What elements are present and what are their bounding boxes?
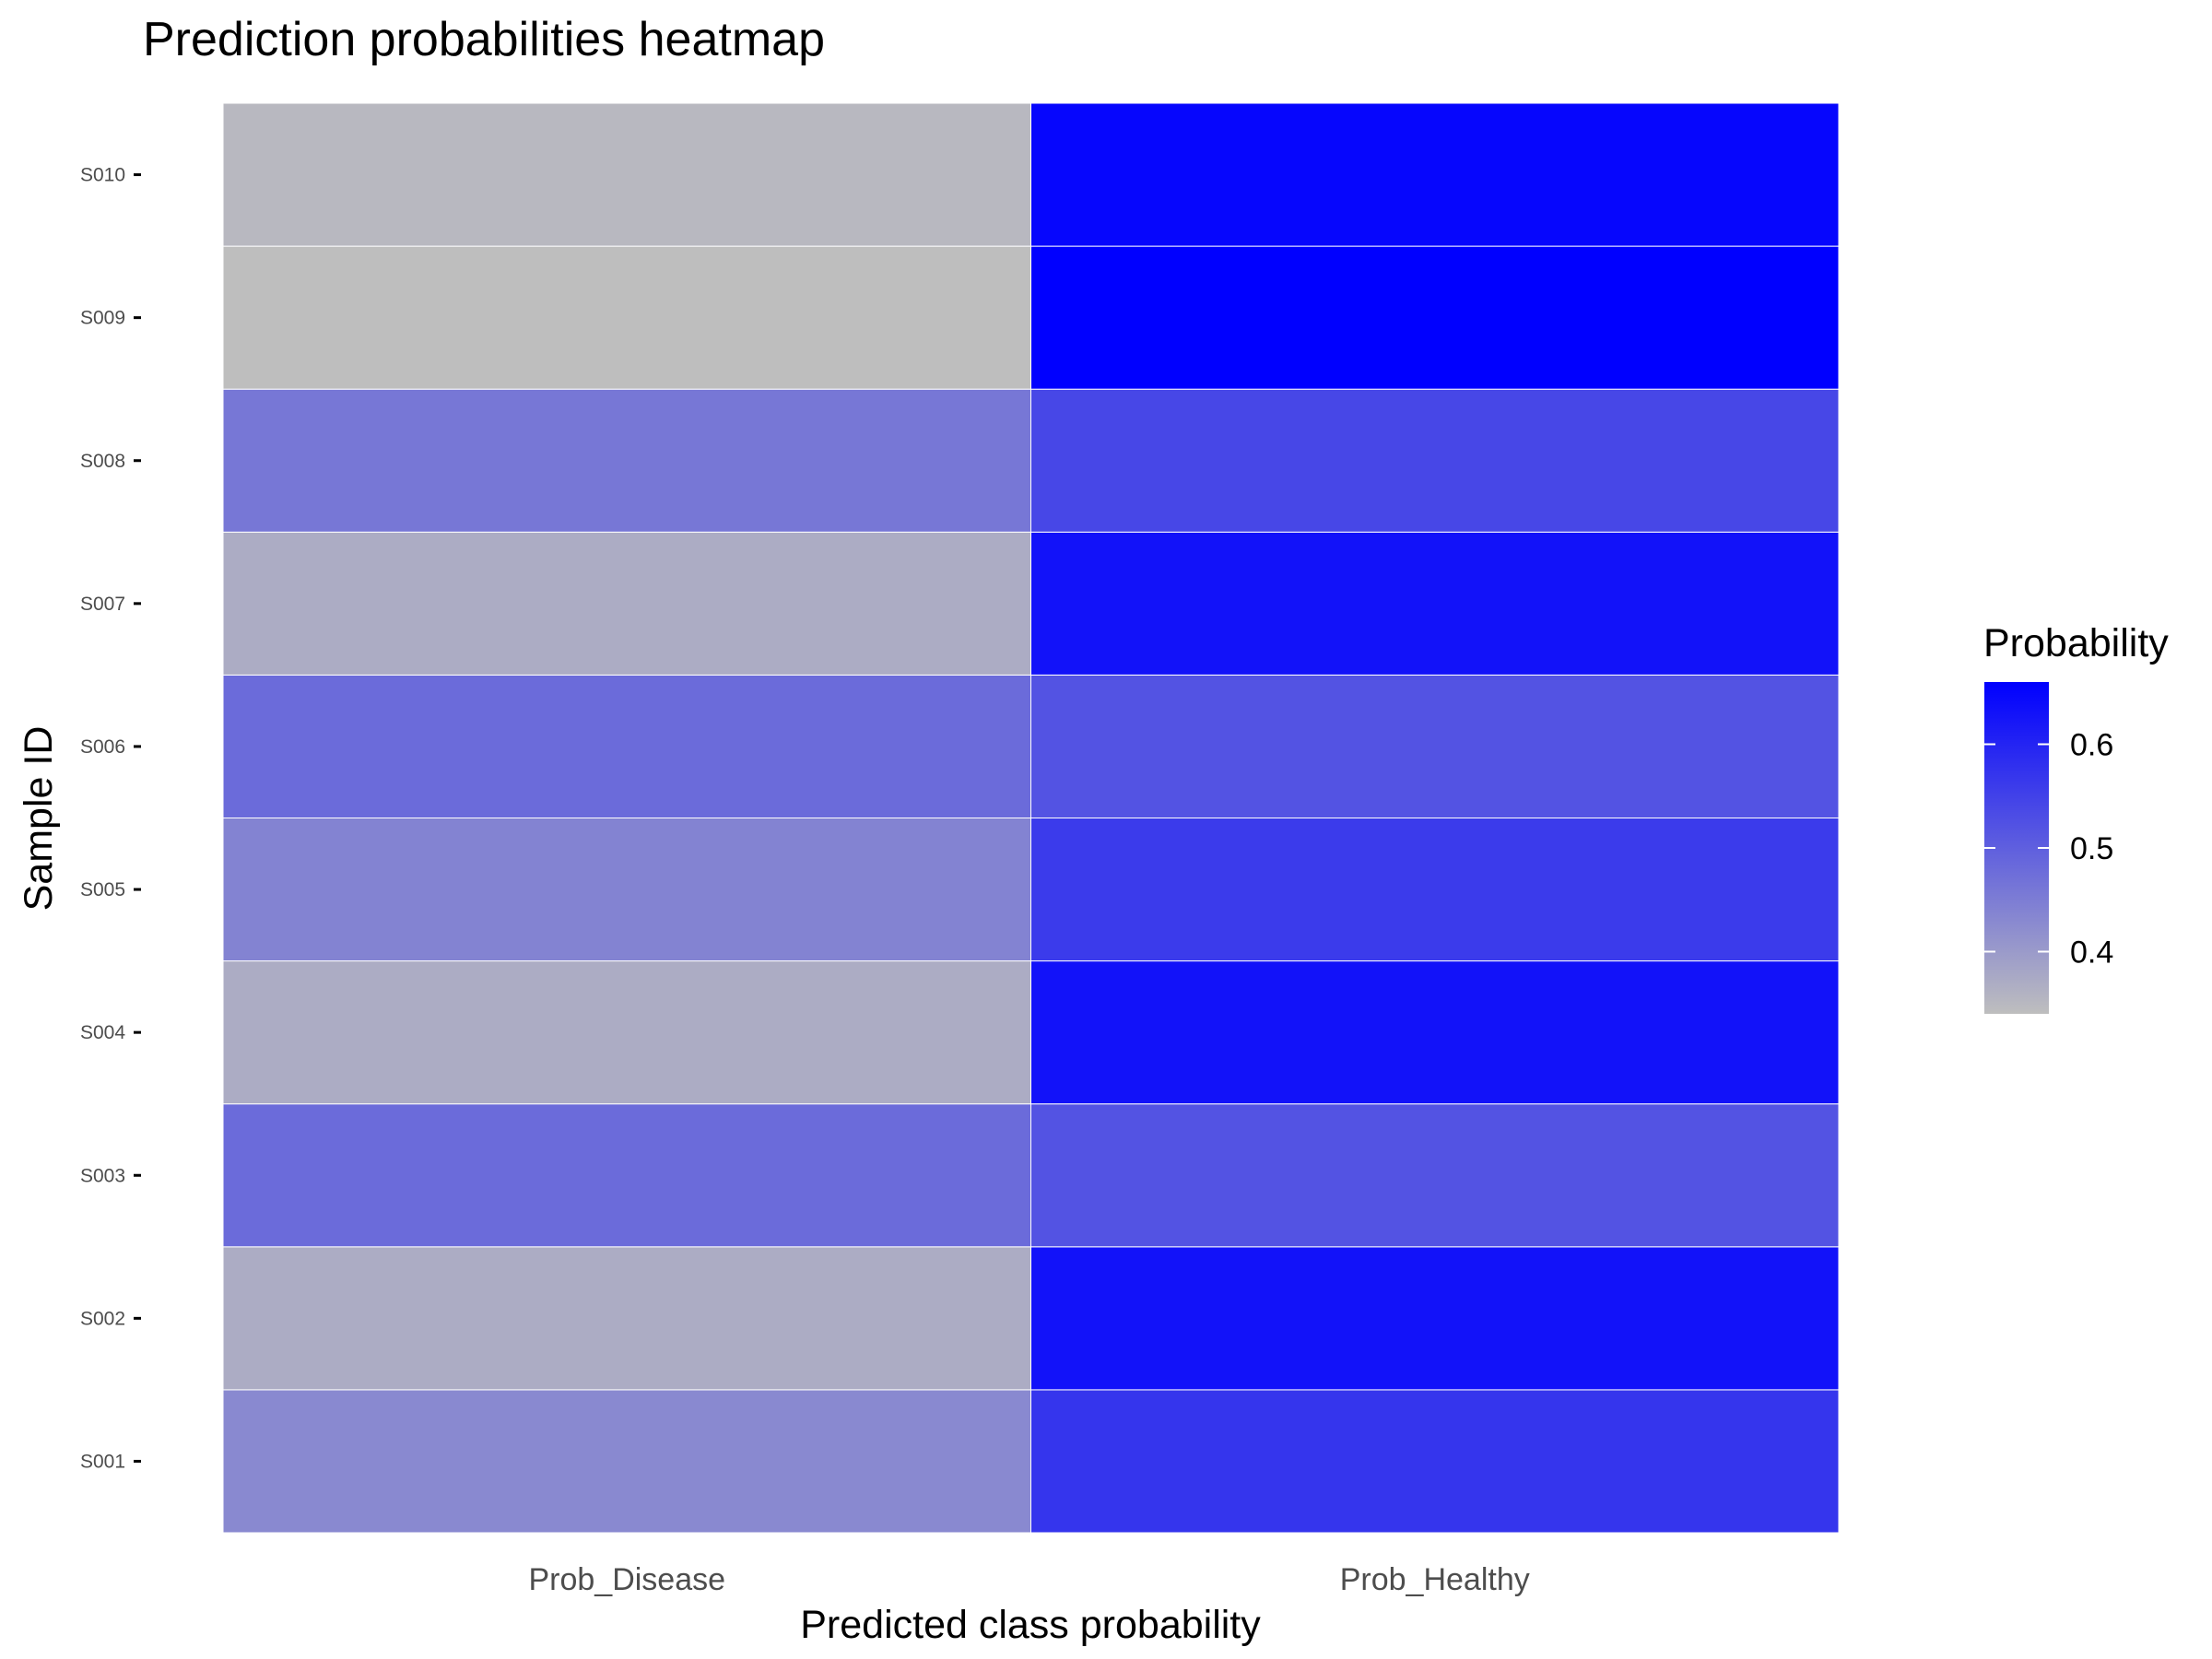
heatmap-cell [1030, 960, 1840, 1105]
heatmap-cell [222, 245, 1031, 390]
y-tick-label: S005 [80, 879, 125, 900]
y-tick-label: S003 [80, 1165, 125, 1186]
heatmap-cell [222, 388, 1031, 533]
legend-tick-label: 0.5 [2070, 831, 2113, 866]
heatmap-cell [222, 1246, 1031, 1391]
legend-tick-label: 0.4 [2070, 935, 2113, 971]
y-tick-label: S010 [80, 165, 125, 186]
color-legend: Probability 0.4 0.5 0.6 [1983, 621, 2169, 1014]
y-tick-label: S008 [80, 451, 125, 472]
heatmap-cells [222, 102, 1840, 1534]
heatmap-cell [222, 1389, 1031, 1534]
x-tick-label: Prob_Healthy [1340, 1562, 1530, 1597]
heatmap-cell [1030, 388, 1840, 533]
heatmap-cell [222, 674, 1031, 819]
heatmap-cell [222, 960, 1031, 1105]
y-tick-label: S006 [80, 736, 125, 758]
heatmap-cell [1030, 1246, 1840, 1391]
heatmap-cell [1030, 1103, 1840, 1248]
y-tick-label: S004 [80, 1022, 125, 1043]
y-axis: S001 S002 S003 S004 S005 S006 S007 S008 S009 S010 [80, 165, 141, 1472]
heatmap-cell [1030, 674, 1840, 819]
heatmap-cell [1030, 102, 1840, 247]
legend-tick-label: 0.6 [2070, 728, 2113, 763]
y-tick-label: S002 [80, 1308, 125, 1329]
heatmap-cell [1030, 1389, 1840, 1534]
heatmap-cell [222, 102, 1031, 247]
heatmap-cell [222, 1103, 1031, 1248]
x-axis-title: Predicted class probability [800, 1603, 1261, 1647]
x-axis: Prob_Disease Prob_Healthy [528, 1562, 1529, 1597]
y-axis-title: Sample ID [17, 726, 61, 912]
y-tick-label: S001 [80, 1451, 125, 1472]
y-tick-label: S007 [80, 594, 125, 615]
heatmap-cell [222, 531, 1031, 676]
chart-title: Prediction probabilities heatmap [143, 13, 825, 66]
heatmap-cell [222, 818, 1031, 962]
heatmap-cell [1030, 531, 1840, 676]
x-tick-label: Prob_Disease [528, 1562, 725, 1597]
heatmap-cell [1030, 245, 1840, 390]
legend-ticks: 0.4 0.5 0.6 [1984, 728, 2113, 971]
heatmap-cell [1030, 818, 1840, 962]
y-tick-label: S009 [80, 308, 125, 329]
legend-title: Probability [1983, 621, 2169, 665]
